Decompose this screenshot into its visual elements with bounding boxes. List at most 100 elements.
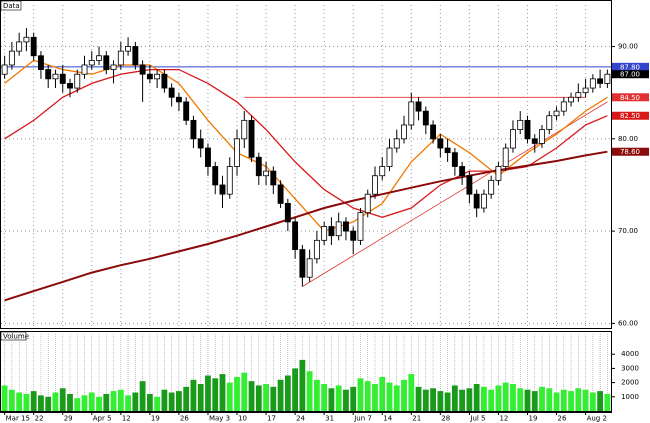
volume-bar [263, 384, 269, 411]
candle-body [81, 64, 88, 75]
volume-bar [226, 382, 233, 411]
candle-body [284, 203, 291, 223]
x-tick-label: 28 [441, 415, 450, 423]
volume-bar [357, 378, 364, 411]
volume-bar [422, 389, 429, 411]
y-tick-label: 90.00 [618, 43, 638, 51]
candle-body [212, 166, 219, 186]
candle-body [437, 138, 444, 149]
volume-bar [81, 395, 88, 411]
volume-bar [546, 388, 553, 411]
candle-body [575, 92, 582, 98]
candle-body [234, 138, 240, 167]
candle-body [74, 73, 81, 89]
volume-bar [132, 392, 139, 411]
volume-bar [589, 392, 596, 411]
candle-body [495, 166, 502, 181]
volume-bar [335, 385, 342, 411]
x-tick-label: Jun 7 [353, 415, 372, 423]
volume-bar [343, 389, 349, 411]
x-tick-label: 22 [35, 415, 44, 423]
candle-body [197, 138, 204, 149]
candle-body [350, 230, 357, 241]
volume-tick-label: 3000 [621, 364, 639, 372]
volume-bar [45, 396, 52, 411]
x-tick-label: May 3 [209, 415, 230, 423]
volume-bar [38, 395, 44, 411]
candle-body [372, 175, 378, 195]
volume-bar [510, 384, 516, 411]
x-tick-label: 24 [296, 415, 305, 423]
candle-body [117, 50, 124, 66]
candle-body [415, 101, 422, 112]
x-tick-label: 14 [383, 415, 392, 423]
volume-bar [451, 385, 458, 411]
volume-bar [139, 381, 146, 411]
volume-bar [219, 374, 226, 411]
candle-body [190, 119, 197, 140]
volume-bar [234, 376, 240, 411]
x-tick-label: Jul 5 [469, 415, 485, 423]
volume-bar [553, 392, 560, 411]
candle-body [531, 138, 538, 144]
candle-body [248, 119, 255, 158]
x-tick-label: Apr 5 [93, 415, 112, 423]
volume-bar [401, 379, 407, 411]
candle-body [430, 124, 437, 140]
candle-body [59, 73, 66, 84]
candle-body [263, 170, 270, 177]
trend-line [302, 101, 608, 287]
volume-bar [597, 391, 604, 411]
volume-bar [292, 368, 299, 411]
volume-bar [321, 384, 328, 411]
price-badge [612, 62, 649, 71]
x-tick-label: 12 [122, 415, 131, 423]
candle-body [52, 73, 59, 80]
volume-bar [205, 375, 211, 411]
y-tick-label: 70.00 [618, 227, 638, 235]
candle-body [510, 129, 516, 149]
volume-bar [604, 393, 611, 411]
price-badge [612, 111, 649, 120]
volume-bar [372, 384, 378, 411]
candle-body [473, 193, 480, 209]
price-badge-label: 87.80 [620, 63, 640, 71]
y-tick-label: 80.00 [618, 135, 638, 143]
candle-body [502, 147, 509, 167]
volume-bar [299, 359, 306, 411]
candle-body [183, 101, 190, 121]
price-panel [0, 0, 612, 329]
candle-body [553, 110, 560, 117]
volume-bar [393, 385, 400, 411]
candle-body [597, 78, 604, 84]
volume-title-box [0, 331, 27, 341]
volume-bar [88, 392, 95, 411]
candle-body [103, 55, 110, 70]
x-tick-label: 12 [499, 415, 508, 423]
x-tick-label: 17 [267, 415, 276, 423]
volume-tick-label: 4000 [621, 350, 639, 358]
volume-bar [154, 396, 161, 411]
volume-bar [430, 388, 436, 411]
volume-tick-label: 1000 [621, 393, 639, 401]
volume-bar [582, 389, 589, 411]
volume-bar [30, 391, 37, 411]
candle-body [524, 119, 531, 140]
candle-body [408, 101, 415, 126]
volume-bar [473, 384, 480, 411]
volume-bar [386, 382, 393, 411]
candle-body [139, 64, 146, 75]
volume-bar [125, 395, 131, 411]
candle-body [517, 119, 524, 130]
candle-body [306, 258, 313, 278]
volume-bar [364, 381, 371, 411]
candle-body [604, 73, 611, 84]
volume-bar [117, 389, 124, 411]
price-badge-label: 87.00 [620, 71, 640, 79]
volume-tick-label: 2000 [621, 379, 639, 387]
volume-bar [502, 382, 509, 411]
volume-bar [379, 376, 386, 411]
candle-body [270, 170, 277, 186]
x-tick-label: 21 [412, 415, 421, 423]
